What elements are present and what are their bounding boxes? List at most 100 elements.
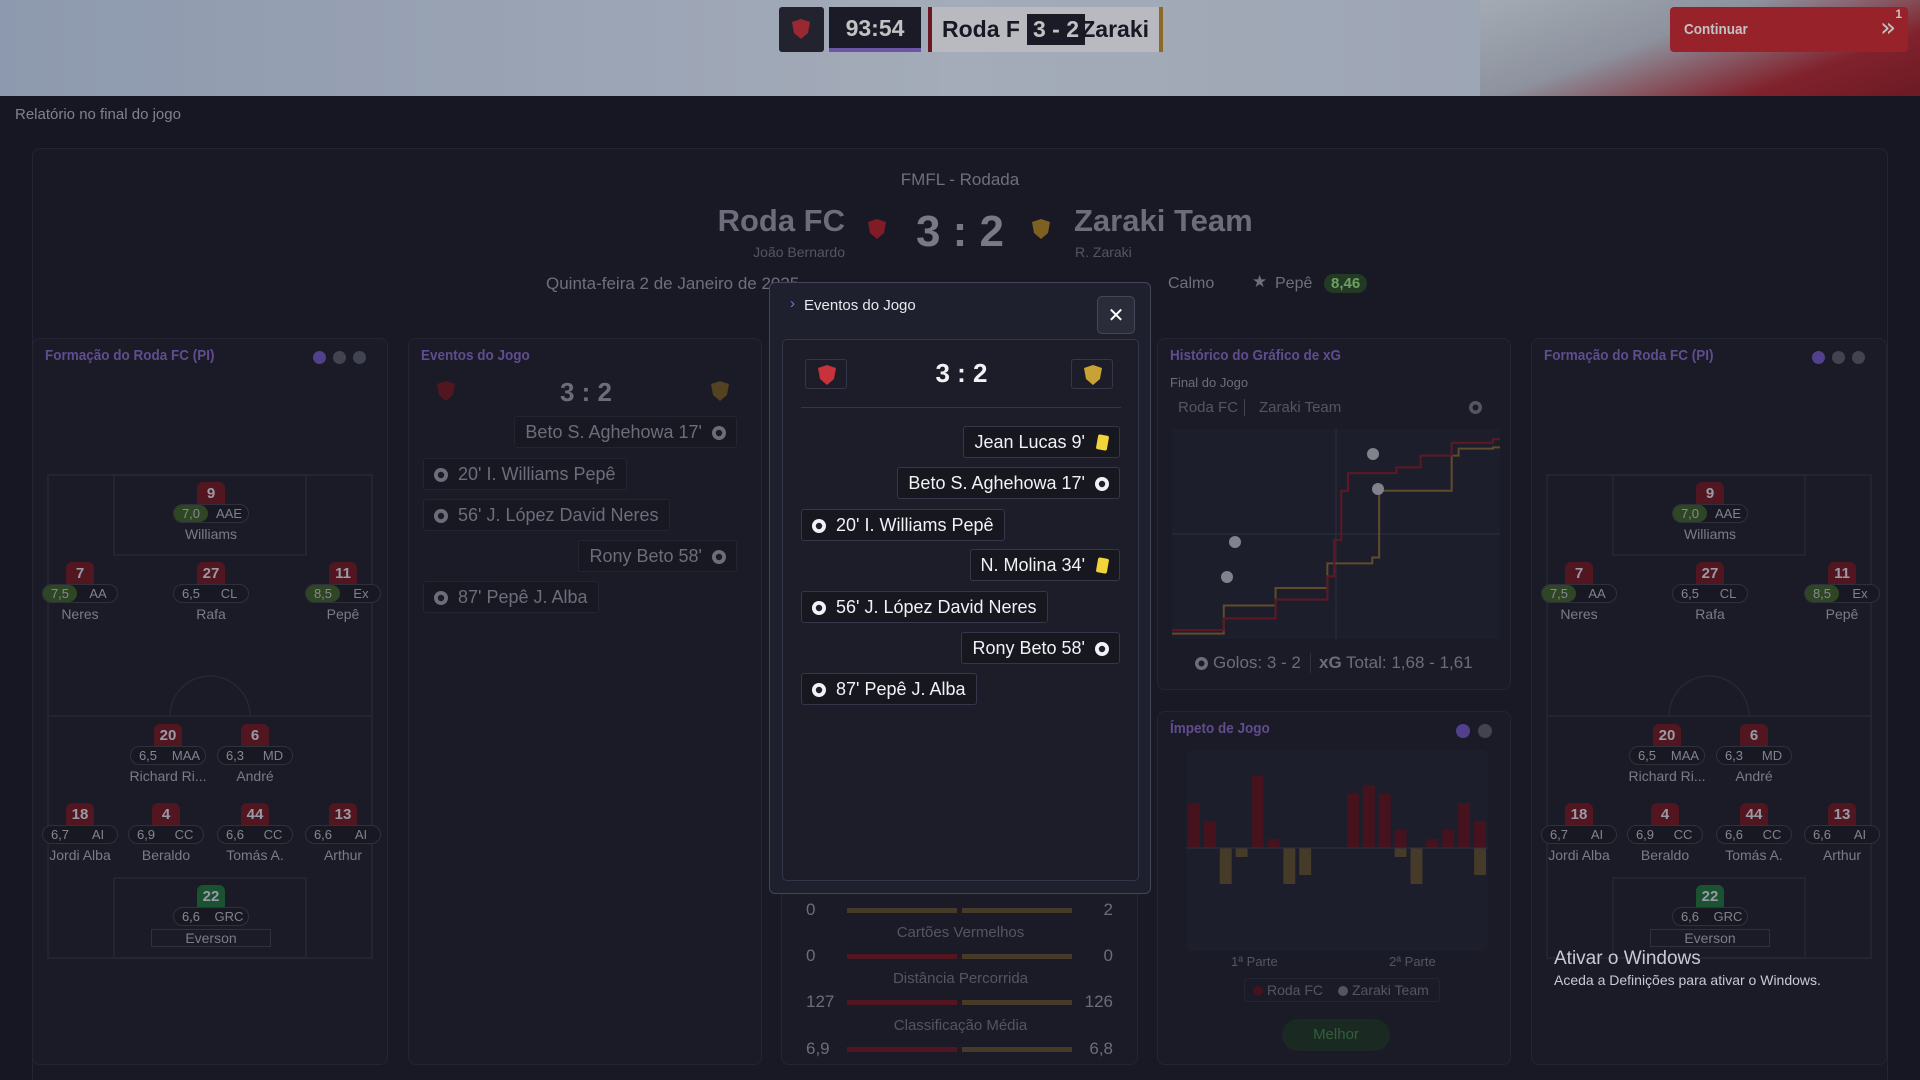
stat-label: Distância Percorrida [892,970,1029,987]
stat-bar-home [847,1000,957,1005]
player-name: Everson [1650,929,1770,947]
player-name: Tomás A. [226,847,284,863]
xg-chart [1172,429,1500,639]
modal-event-text: Jean Lucas 9' [974,432,1085,452]
club-crest [1032,219,1050,239]
player-position: MAA [171,748,201,763]
motm-rating: 8,46 [1324,274,1368,293]
goal-icon [812,683,826,697]
player-position: AI [91,827,105,842]
close-button[interactable]: ✕ [1097,296,1135,334]
shirt-number: 27 [202,565,220,582]
player-rating: 8,5 [306,585,340,602]
ball-patch [715,429,723,437]
stat-away: 126 [1084,992,1113,1011]
view-dot[interactable] [1478,724,1492,738]
momentum-home-bar [1251,776,1264,848]
ball-patch [1472,404,1479,411]
player-rating: 6,9 [1635,827,1655,842]
momentum-home-bar [1362,785,1375,848]
momentum-title: Ímpeto de Jogo [1170,720,1270,737]
rating-pill: 6,6 AI [1804,825,1880,844]
modal-event-row: Beto S. Aghehowa 17' [897,467,1120,499]
momentum-legend: Roda FC Zaraki Team [1244,978,1440,1002]
continue-label: Continuar [1684,21,1748,38]
view-dot[interactable] [1812,351,1825,364]
player-position: CC [263,827,283,842]
momentum-away-bar [1235,848,1248,857]
rating-pill: 6,6 AI [305,825,381,844]
shirt [1696,562,1724,586]
stat-bar-home [847,954,957,959]
modal-event-text: N. Molina 34' [980,555,1085,575]
view-dot[interactable] [1852,351,1865,364]
crest-shape [437,381,455,401]
xg-goal-marker [1367,448,1379,460]
match-date: Quinta-feira 2 de Janeiro de 2025 [546,274,800,293]
player-position: CC [174,827,194,842]
modal-event-row: Jean Lucas 9' [963,426,1120,458]
score-divider [801,407,1121,408]
modal-event-text: Beto S. Aghehowa 17' [908,473,1085,493]
view-dot[interactable] [1832,351,1845,364]
shirt-number: 44 [1745,806,1763,823]
continue-button[interactable]: Continuar » 1 [1670,7,1908,52]
shirt [1696,482,1724,506]
penalty-box-bottom [113,877,307,959]
player-name: Richard Ri... [1628,768,1706,784]
shirt [1653,724,1681,748]
shirt [1828,562,1856,586]
rating-pill: 6,7 AI [1541,825,1617,844]
player-name: Pepê [326,606,360,622]
shirt-number: 9 [206,485,216,502]
stat-bar-away [962,1047,1072,1052]
player-name: Jordi Alba [49,847,111,863]
xg-goal-marker [1229,536,1241,548]
rating-pill: 7,0 AAE [1672,504,1748,523]
stat-bar-home [847,908,957,913]
momentum-home-bar [1203,821,1216,848]
centre-circle [169,675,251,717]
best-button[interactable]: Melhor [1282,1019,1390,1051]
rating-pill: 6,3 MD [217,746,293,765]
view-dot[interactable] [353,351,366,364]
view-dot[interactable] [313,351,326,364]
goal-icon [712,550,726,564]
player-name: Beraldo [141,847,191,863]
ball-patch [815,604,823,612]
view-dot[interactable] [333,351,346,364]
shirt [152,803,180,827]
player-rating: 7,5 [1542,585,1576,602]
player-position: GRC [1713,909,1743,924]
goal-icon [1195,657,1208,670]
rating-pill: 6,6 CC [1716,825,1792,844]
player-position: Ex [1852,586,1868,601]
live-score: 3 - 2 [1027,14,1086,45]
momentum-away-bar [1219,848,1232,884]
club-crest [868,219,886,239]
events-title: Eventos do Jogo [421,347,530,364]
event-row: Beto S. Aghehowa 17' [514,416,737,448]
goal-icon [434,591,448,605]
player-position: GRC [214,909,244,924]
shirt [329,803,357,827]
centre-circle [1668,675,1750,717]
rating-pill: 6,5 MAA [130,746,206,765]
view-dot[interactable] [1456,724,1470,738]
shirt [197,562,225,586]
momentum-chart [1186,750,1488,951]
shirt [1696,885,1724,909]
best-button-label: Melhor [1313,1026,1359,1043]
player-position: AI [354,827,368,842]
legend-away: Zaraki Team [1352,982,1429,998]
rating-pill: 6,5 CL [1672,584,1748,603]
formation-title: Formação do Roda FC (PI) [1544,347,1714,364]
momentum-away-bar [1474,848,1486,875]
ball-patch [437,594,445,602]
shirt [197,885,225,909]
second-half-label: 2ª Parte [1389,954,1436,969]
player-rating: 6,9 [136,827,156,842]
ball-patch [715,553,723,561]
shirt [154,724,182,748]
formation-panel: Formação do Roda FC (PI) 9 7,0 AAE Williams 7… [32,338,388,1065]
